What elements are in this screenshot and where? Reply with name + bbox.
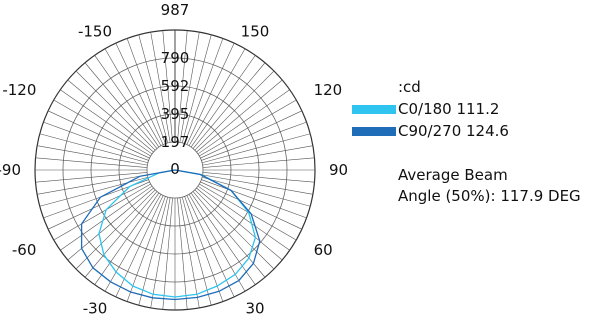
grid-spoke — [37, 145, 148, 166]
grid-spoke — [177, 197, 188, 310]
grid-spoke — [194, 70, 275, 151]
beam-angle-note: Average Beam Angle (50%): 117.9 DEG — [352, 165, 607, 207]
grid-spoke — [47, 110, 150, 159]
grid-spoke — [138, 34, 169, 144]
grid-spoke — [202, 174, 313, 195]
grid-spoke — [196, 187, 283, 261]
grid-spoke — [197, 185, 290, 251]
grid-spoke — [179, 32, 200, 143]
grid-spoke — [201, 133, 311, 164]
grid-spoke — [115, 195, 164, 298]
angle-tick-label: 987 — [161, 1, 190, 19]
grid-spoke — [200, 110, 303, 159]
angle-tick-label: 150 — [241, 22, 270, 40]
legend: :cd C0/180 111.2 C90/270 124.6 Average B… — [352, 76, 607, 207]
grid-spoke — [201, 176, 311, 207]
angle-tick-label: -60 — [12, 241, 37, 259]
grid-spoke — [60, 185, 153, 251]
legend-label-c90-270: C90/270 124.6 — [398, 122, 509, 140]
grid-spoke — [126, 196, 166, 302]
grid-spoke — [162, 30, 173, 143]
grid-spoke — [104, 48, 162, 146]
grid-spoke — [190, 192, 256, 285]
grid-spoke — [181, 34, 212, 144]
beam-angle-note-line1: Average Beam — [398, 166, 508, 184]
angle-tick-label: -150 — [78, 22, 112, 40]
angle-tick-label: -120 — [2, 81, 36, 99]
grid-spoke — [199, 99, 297, 157]
grid-spoke — [202, 145, 313, 166]
radial-tick-label: 0 — [170, 160, 180, 178]
grid-spoke — [84, 191, 158, 278]
unit-label: :cd — [398, 78, 421, 96]
legend-swatch-c0-180 — [352, 104, 396, 114]
grid-spoke — [201, 179, 307, 219]
radial-tick-label: 790 — [161, 49, 190, 67]
grid-spoke — [126, 38, 166, 144]
angle-tick-label: 60 — [314, 241, 333, 259]
grid-spoke — [188, 194, 246, 292]
grid-spoke — [184, 196, 224, 302]
series-line-c0-180 — [98, 169, 257, 298]
series-line-c90-270 — [80, 169, 261, 301]
legend-swatch-c90-270 — [352, 126, 396, 136]
legend-item-c90-270: C90/270 124.6 — [352, 120, 607, 142]
grid-spoke — [53, 183, 151, 241]
grid-spoke — [177, 30, 188, 143]
angle-tick-label: -90 — [0, 161, 21, 179]
grid-spoke — [196, 79, 283, 153]
grid-spoke — [200, 181, 303, 230]
polar-intensity-chart: 790 592 395 197 0 987 150 120 90 60 30 0 -30 -60 -90 -… — [0, 1, 348, 323]
angle-tick-label: 90 — [329, 161, 348, 179]
grid-spoke — [184, 38, 224, 144]
beam-angle-note-line2: Angle (50%): 117.9 DEG — [398, 187, 581, 205]
grid-spoke — [186, 195, 235, 298]
grid-spoke — [202, 157, 315, 168]
grid-spoke — [138, 196, 169, 306]
grid-spoke — [162, 197, 173, 310]
grid-spoke — [150, 197, 171, 308]
grid-spoke — [37, 174, 148, 195]
grid-spoke — [186, 42, 235, 145]
grid-spoke — [194, 189, 275, 270]
grid-spoke — [39, 133, 149, 164]
grid-spoke — [179, 197, 200, 308]
grid-spoke — [94, 192, 160, 285]
radial-tick-labels: 790 592 395 197 0 — [161, 49, 190, 178]
grid-spoke — [201, 121, 307, 161]
radial-tick-label: 197 — [161, 133, 190, 151]
grid-spoke — [202, 172, 315, 183]
grid-spoke — [188, 48, 246, 146]
grid-spoke — [43, 121, 149, 161]
grid-spoke — [192, 62, 266, 149]
angle-tick-label: -30 — [83, 300, 108, 318]
legend-label-c0-180: C0/180 111.2 — [398, 100, 500, 118]
grid-spoke — [60, 89, 153, 155]
grid-spoke — [84, 62, 158, 149]
grid-spoke — [75, 189, 156, 270]
angle-tick-label: 120 — [314, 81, 343, 99]
grid-spoke — [35, 157, 148, 168]
grid-spoke — [47, 181, 150, 230]
grid-spoke — [39, 176, 149, 207]
angle-tick-label: 30 — [245, 300, 264, 318]
grid-spoke — [53, 99, 151, 157]
grid-spoke — [181, 196, 212, 306]
grid-spoke — [115, 42, 164, 145]
angle-tick-label: 0 — [170, 321, 180, 323]
grid-spoke — [104, 194, 162, 292]
grid-spoke — [190, 55, 256, 148]
intensity-curves — [80, 169, 261, 301]
radial-tick-label: 592 — [161, 77, 190, 95]
radial-tick-label: 395 — [161, 105, 190, 123]
angle-tick-labels: 987 150 120 90 60 30 0 -30 -60 -90 -120 -150 — [0, 1, 348, 323]
grid-spoke — [75, 70, 156, 151]
legend-item-c0-180: C0/180 111.2 — [352, 98, 607, 120]
grid-spoke — [67, 79, 154, 153]
grid-spoke — [94, 55, 160, 148]
grid-spoke — [35, 172, 148, 183]
grid-spoke — [67, 187, 154, 261]
grid-spoke — [197, 89, 290, 155]
grid-spoke — [150, 32, 171, 143]
